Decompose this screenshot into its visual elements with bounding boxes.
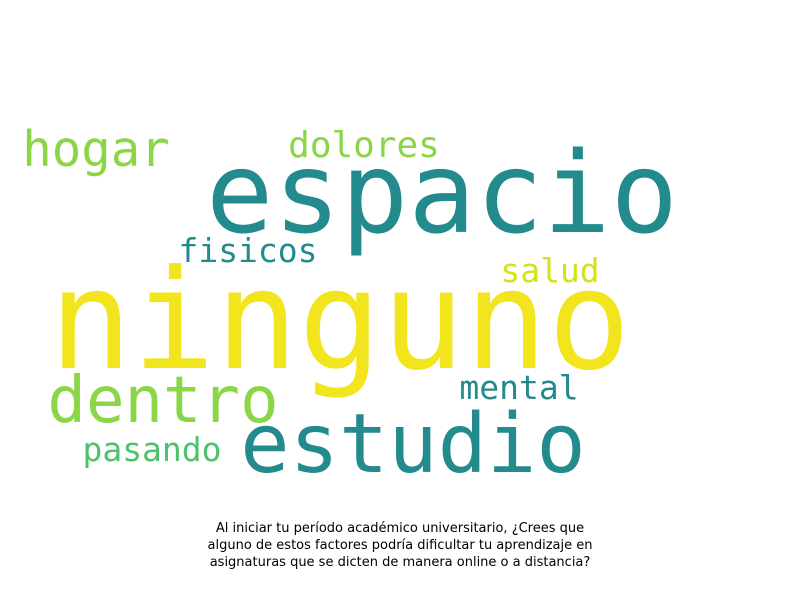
- word-dentro: dentro: [47, 364, 278, 438]
- word-fisicos: fisicos: [178, 231, 317, 270]
- word-pasando: pasando: [82, 430, 221, 469]
- caption: Al iniciar tu período académico universi…: [100, 520, 700, 571]
- word-salud: salud: [500, 251, 599, 290]
- word-dolores: dolores: [288, 125, 440, 166]
- caption-line-1: Al iniciar tu período académico universi…: [215, 521, 585, 536]
- word-ninguno: ninguno: [49, 240, 631, 401]
- caption-line-2: alguno de estos factores podría dificult…: [207, 538, 593, 553]
- word-estudio: estudio: [240, 397, 586, 492]
- word-cloud: ninguno espacio estudio dentro hogar dol…: [22, 121, 678, 492]
- word-hogar: hogar: [22, 121, 170, 178]
- caption-line-3: asignaturas que se dicten de manera onli…: [209, 555, 591, 570]
- word-mental: mental: [459, 368, 578, 407]
- word-espacio: espacio: [206, 129, 678, 259]
